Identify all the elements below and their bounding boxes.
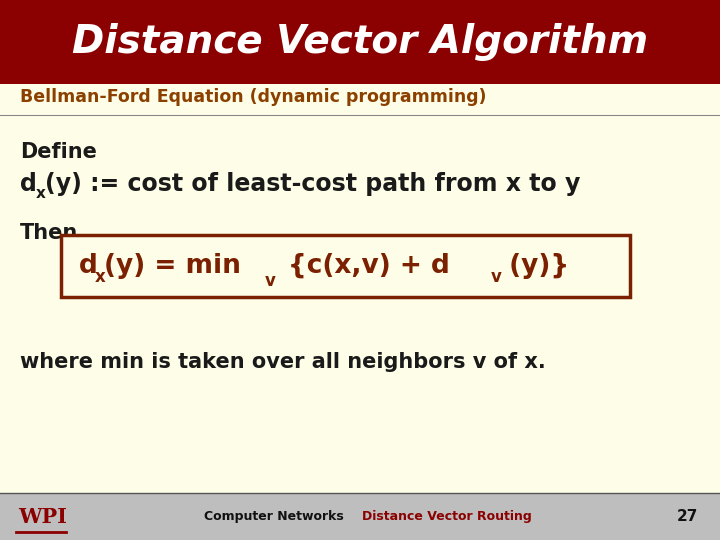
Text: Define: Define (20, 142, 97, 163)
Text: Then: Then (20, 223, 78, 244)
Text: Bellman-Ford Equation (dynamic programming): Bellman-Ford Equation (dynamic programmi… (20, 88, 487, 106)
Text: v: v (264, 272, 276, 290)
Text: x: x (36, 186, 46, 201)
Text: (y) := cost of least-cost path from x to y: (y) := cost of least-cost path from x to… (45, 172, 581, 195)
Text: Distance Vector Routing: Distance Vector Routing (361, 510, 531, 523)
FancyBboxPatch shape (0, 0, 720, 84)
FancyBboxPatch shape (0, 493, 720, 540)
Text: (y) = min: (y) = min (104, 253, 241, 279)
Text: v: v (491, 268, 502, 286)
Text: WPI: WPI (18, 507, 67, 526)
Text: 27: 27 (677, 509, 698, 524)
FancyBboxPatch shape (61, 235, 630, 297)
Text: Distance Vector Algorithm: Distance Vector Algorithm (72, 23, 648, 61)
Text: (y)}: (y)} (500, 253, 570, 279)
Text: x: x (94, 268, 105, 286)
Text: d: d (20, 172, 37, 195)
Text: where min is taken over all neighbors v of x.: where min is taken over all neighbors v … (20, 352, 546, 372)
Text: Computer Networks: Computer Networks (204, 510, 343, 523)
Text: {c(x,v) + d: {c(x,v) + d (288, 253, 450, 279)
Text: d: d (79, 253, 98, 279)
